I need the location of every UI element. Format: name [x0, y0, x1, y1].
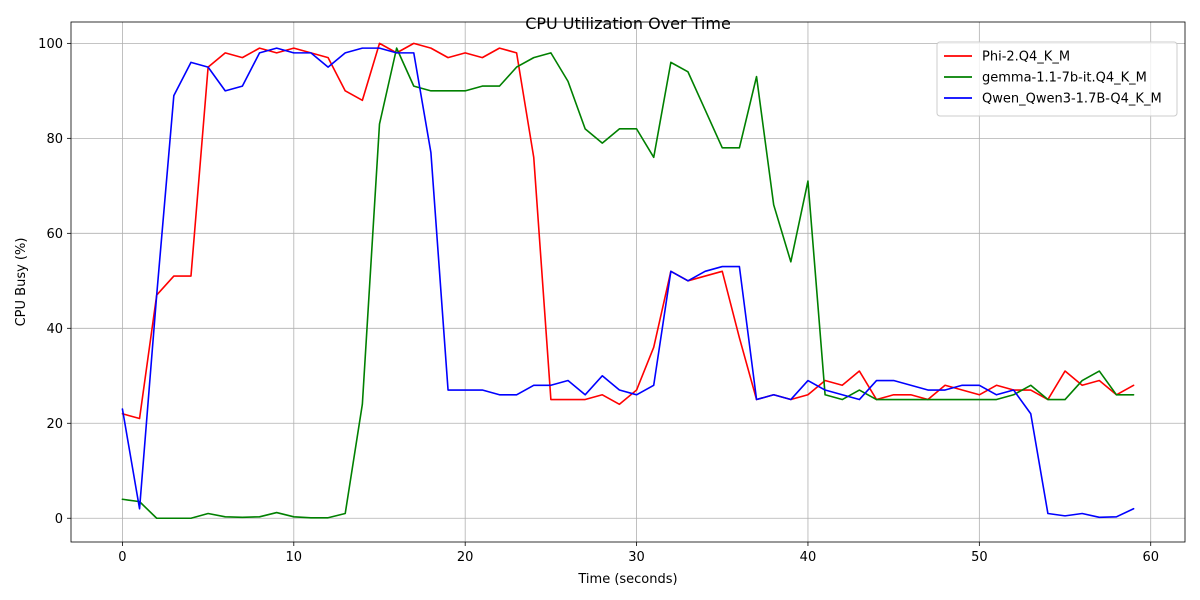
legend-box — [936, 41, 1178, 117]
x-tick-label: 50 — [971, 550, 988, 565]
y-tick-label: 40 — [46, 322, 63, 337]
series-line-0 — [121, 42, 1135, 420]
legend: Phi-2.Q4_K_M gemma-1.1-7b-it.Q4_K_M Qwen_Q… — [936, 41, 1178, 117]
x-axis-ticks: 0 10 20 30 40 50 60 — [118, 542, 1159, 565]
legend-label-0: Phi-2.Q4_K_M — [982, 50, 1070, 65]
x-tick-label: 60 — [1142, 550, 1159, 565]
series-line-1 — [121, 47, 1135, 520]
x-axis-label: Time (seconds) — [577, 572, 677, 587]
y-tick-label: 0 — [55, 512, 63, 527]
plot-frame — [70, 21, 1186, 543]
y-axis-label: CPU Busy (%) — [14, 238, 29, 327]
x-tick-label: 30 — [628, 550, 645, 565]
x-tick-label: 20 — [457, 550, 474, 565]
y-tick-label: 60 — [46, 227, 63, 242]
series-line-2 — [121, 47, 1135, 519]
legend-label-2: Qwen_Qwen3-1.7B-Q4_K_M — [982, 92, 1162, 107]
series-lines — [121, 42, 1135, 520]
x-tick-label: 40 — [800, 550, 817, 565]
y-axis-ticks: 0 20 40 60 80 100 — [38, 37, 71, 527]
x-tick-label: 10 — [286, 550, 303, 565]
y-tick-label: 100 — [38, 37, 63, 52]
legend-label-1: gemma-1.1-7b-it.Q4_K_M — [982, 71, 1147, 86]
x-tick-label: 0 — [118, 550, 126, 565]
y-tick-label: 80 — [46, 132, 63, 147]
chart-title: CPU Utilization Over Time — [525, 14, 731, 33]
y-tick-label: 20 — [46, 417, 63, 432]
